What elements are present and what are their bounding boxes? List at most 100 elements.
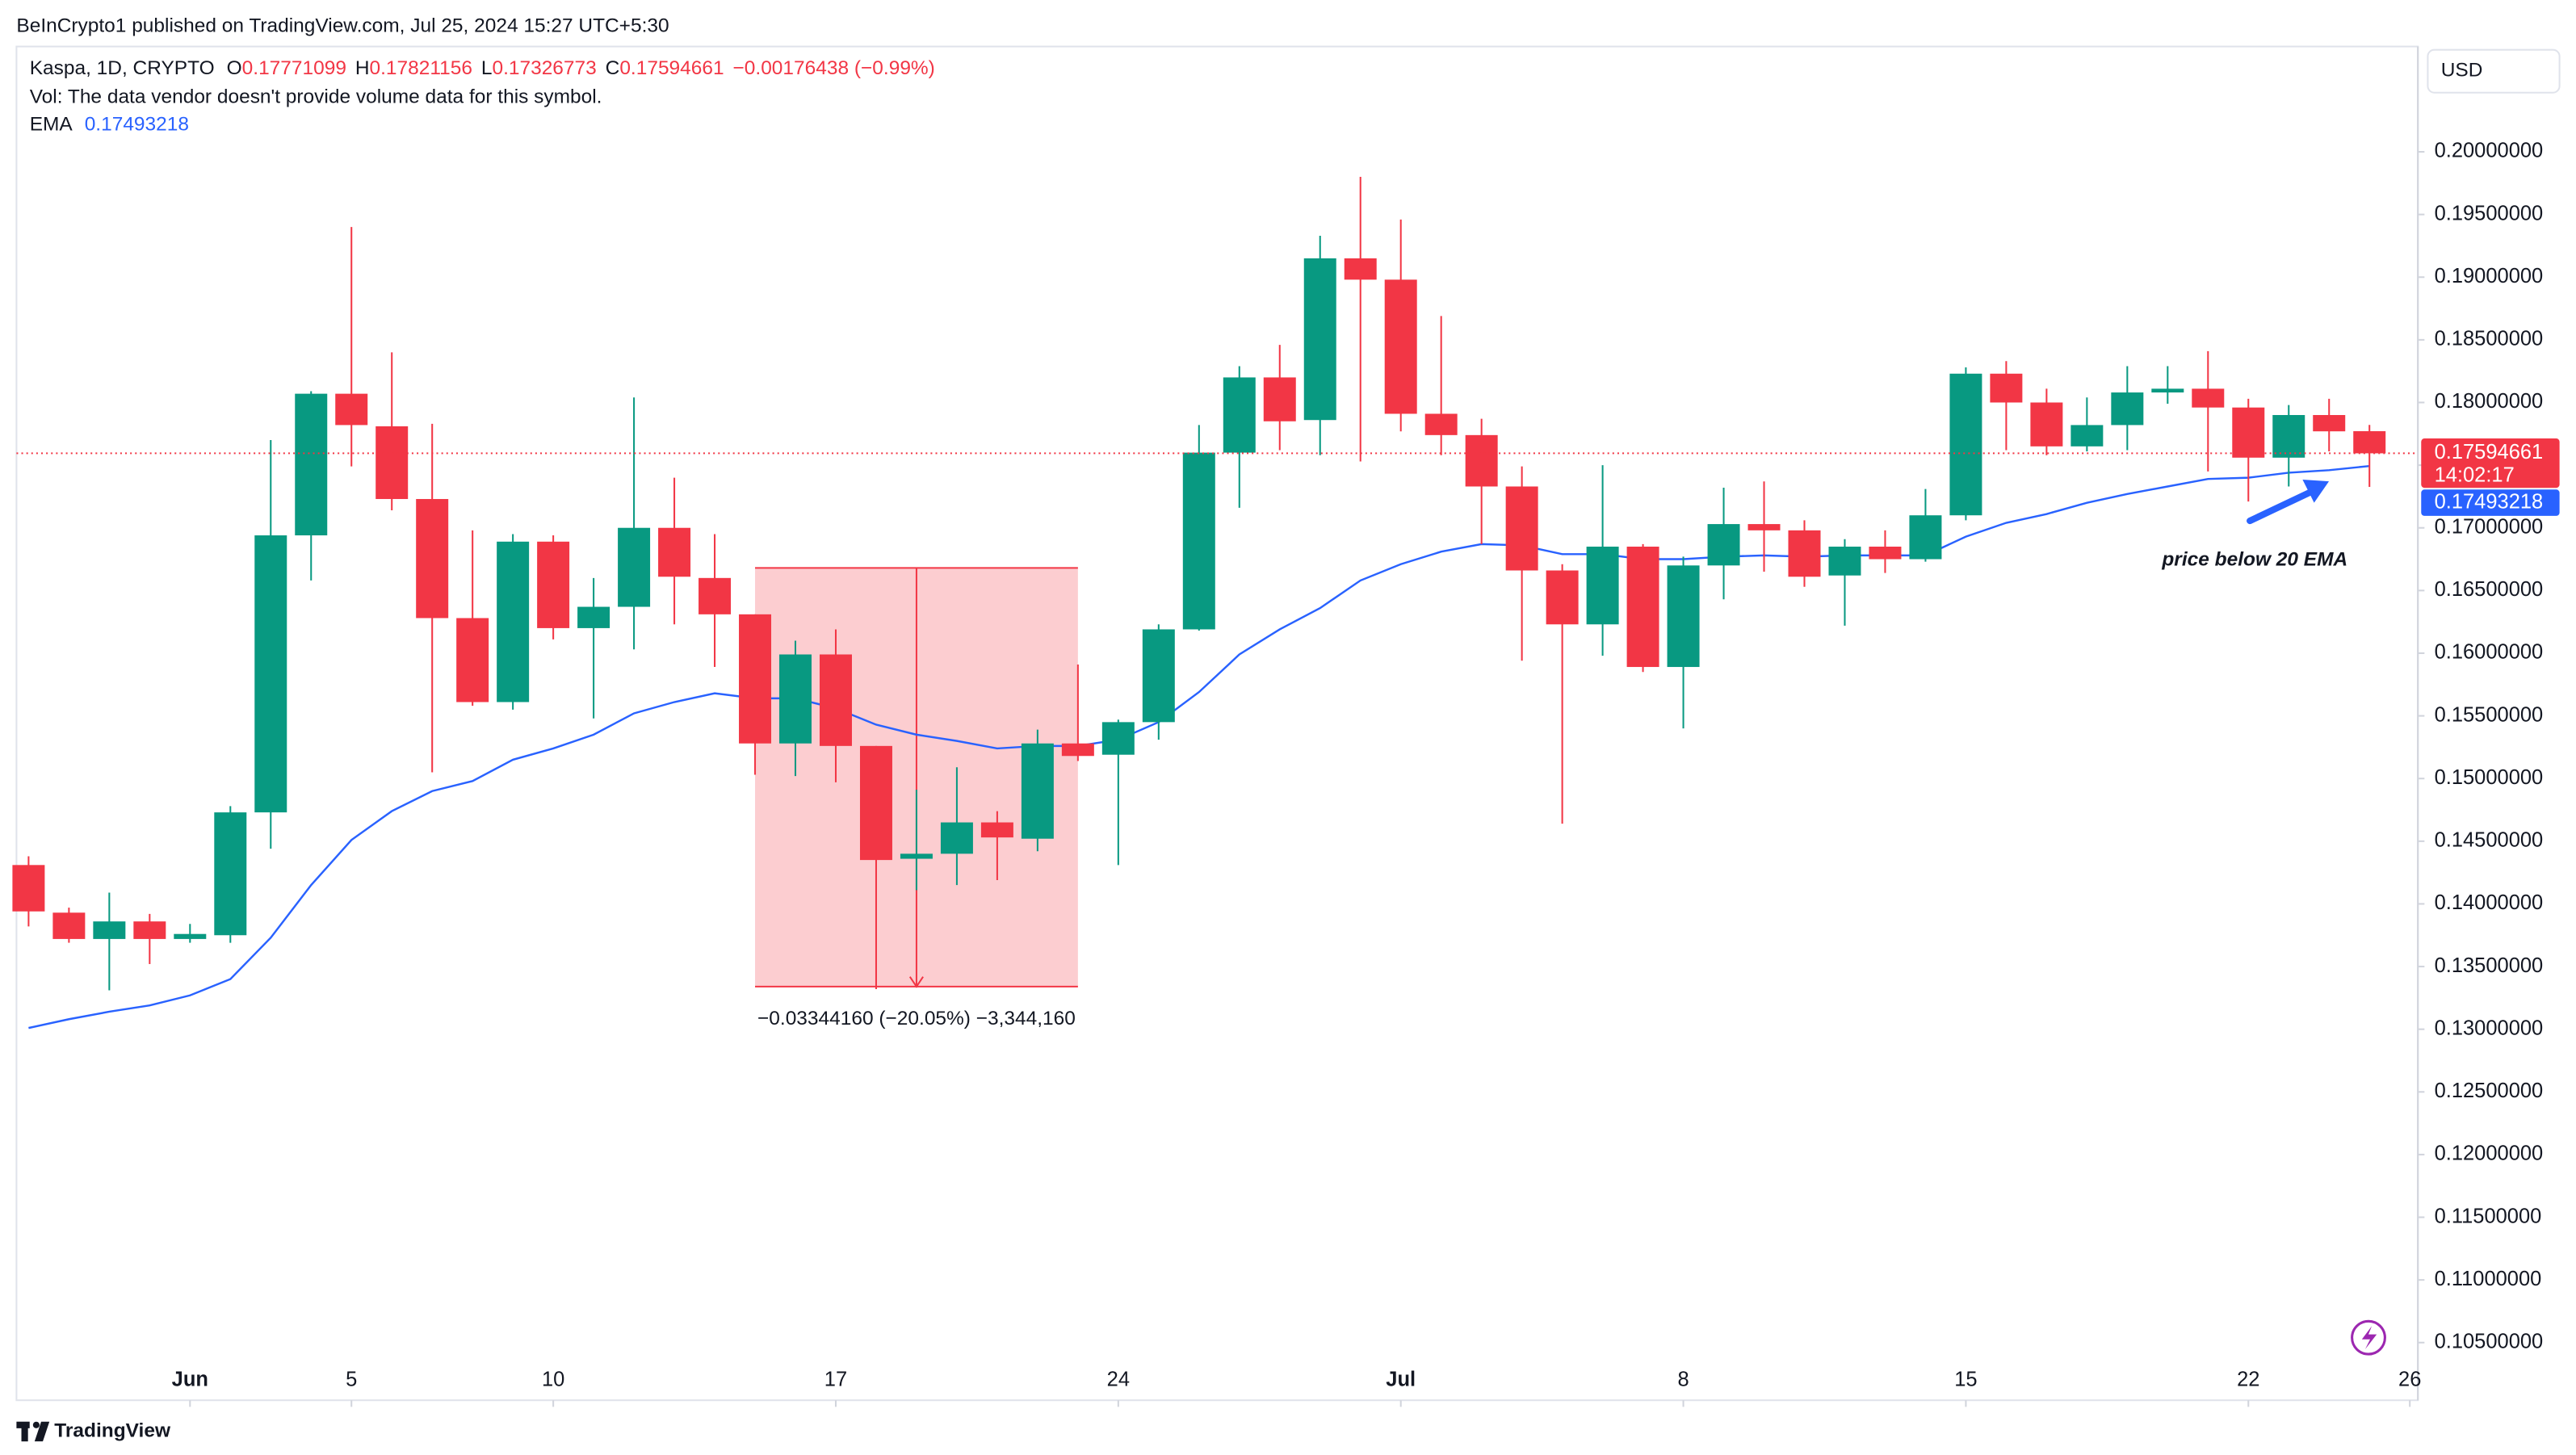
- candle-body: [1626, 547, 1659, 668]
- c-value: 0.17594661: [619, 58, 724, 80]
- candle-body: [1384, 279, 1417, 414]
- publish-info: BeInCrypto1 published on TradingView.com…: [16, 15, 669, 37]
- ema-price-label: 0.17493218: [2435, 490, 2544, 513]
- y-tick-label: 0.17000000: [2435, 515, 2544, 538]
- y-tick-label: 0.11500000: [2435, 1205, 2542, 1227]
- candle-body: [1788, 530, 1821, 577]
- ema-name: EMA: [30, 114, 73, 136]
- alert-icon[interactable]: [2351, 1319, 2386, 1356]
- candle-body: [2111, 392, 2144, 426]
- candle-body: [1061, 743, 1094, 757]
- candle-body: [739, 614, 772, 744]
- candle-body: [1344, 258, 1377, 280]
- candle-body: [618, 527, 651, 607]
- candle-body: [537, 541, 570, 628]
- candle-body: [2070, 425, 2104, 447]
- candle-body: [497, 541, 530, 702]
- annotation: price below 20 EMA: [2161, 548, 2347, 570]
- candle-body: [2030, 402, 2063, 447]
- l-label: L: [481, 58, 493, 80]
- candle-body: [2272, 415, 2305, 458]
- candle-body: [980, 822, 1013, 838]
- h-value: 0.17821156: [370, 58, 472, 80]
- x-tick-label: 26: [2398, 1368, 2421, 1390]
- y-tick-label: 0.18500000: [2435, 328, 2544, 350]
- candle-body: [174, 933, 207, 939]
- candle-body: [1465, 434, 1498, 487]
- candle-body: [93, 921, 126, 939]
- h-label: H: [355, 58, 370, 80]
- ema-line: [28, 464, 2370, 1029]
- candle-body: [295, 393, 328, 536]
- candle-body: [1747, 524, 1781, 530]
- last-price-label: 0.17594661: [2435, 441, 2544, 463]
- candle-body: [12, 865, 45, 912]
- x-tick-label: Jun: [172, 1368, 208, 1390]
- o-label: O: [227, 58, 242, 80]
- candle-body: [1505, 486, 1538, 571]
- candle-body: [416, 499, 449, 618]
- candle-body: [2151, 388, 2184, 393]
- candle-body: [335, 393, 368, 426]
- candle-body: [577, 606, 610, 628]
- candle-body: [456, 618, 489, 702]
- annotation-arrow: [2247, 488, 2316, 525]
- candle-body: [1021, 743, 1054, 839]
- y-tick-label: 0.12500000: [2435, 1080, 2544, 1102]
- candle-body: [1828, 547, 1861, 576]
- tradingview-logo: [16, 1421, 50, 1442]
- candle-body: [1869, 547, 1902, 560]
- y-tick-label: 0.13500000: [2435, 954, 2544, 977]
- ema-price-tag: [2421, 489, 2560, 516]
- l-value: 0.17326773: [492, 58, 596, 80]
- logo-part: [21, 1426, 28, 1442]
- measure-label: −0.03344160 (−20.05%) −3,344,160: [757, 1008, 1076, 1029]
- candle-body: [1424, 413, 1458, 435]
- x-tick-label: 10: [542, 1368, 564, 1390]
- ema-legend: EMA 0.17493218: [30, 114, 189, 136]
- currency[interactable]: USD: [2441, 60, 2483, 82]
- candle-body: [2353, 431, 2386, 454]
- candle-body: [1546, 570, 1579, 625]
- candle-body: [699, 577, 732, 614]
- candle-body: [2313, 415, 2346, 432]
- annotation-arrowhead: [2302, 480, 2330, 503]
- candle-body: [859, 745, 892, 861]
- candle-body: [133, 921, 166, 939]
- logo-part: [34, 1421, 50, 1442]
- candle-body: [214, 812, 247, 936]
- x-tick-label: 8: [1677, 1368, 1689, 1390]
- symbol: Kaspa, 1D, CRYPTO: [30, 58, 215, 80]
- x-tick-label: 5: [346, 1368, 357, 1390]
- volume-note: Vol: The data vendor doesn't provide vol…: [30, 86, 602, 107]
- y-tick-label: 0.16000000: [2435, 641, 2544, 664]
- currency-box[interactable]: [2427, 48, 2561, 94]
- candle-body: [1303, 258, 1336, 421]
- candle-body: [1707, 524, 1740, 566]
- candle-body: [254, 535, 287, 813]
- candle-body: [1949, 373, 1982, 516]
- candle-body: [1263, 377, 1296, 421]
- y-tick-label: 0.19000000: [2435, 265, 2544, 287]
- y-tick-label: 0.14500000: [2435, 829, 2544, 852]
- y-tick-label: 0.15000000: [2435, 766, 2544, 789]
- x-tick-label: 15: [1954, 1368, 1977, 1390]
- candle-body: [1223, 377, 1256, 453]
- candle-body: [1586, 547, 1619, 625]
- candle-body: [2192, 388, 2225, 408]
- candle-body: [52, 912, 86, 939]
- candle-body: [1182, 452, 1215, 630]
- candle-body: [658, 527, 691, 577]
- logo-part: [16, 1421, 30, 1428]
- candle-body: [1909, 515, 1942, 560]
- y-tick-label: 0.11000000: [2435, 1268, 2542, 1290]
- alert-icon-bolt: [2361, 1326, 2377, 1349]
- x-tick-label: 22: [2237, 1368, 2259, 1390]
- candle-body: [779, 654, 812, 744]
- candle-body: [1990, 373, 2023, 403]
- countdown-label: 14:02:17: [2435, 464, 2515, 487]
- measure-arrowhead: [908, 976, 924, 988]
- y-tick-label: 0.10500000: [2435, 1331, 2544, 1353]
- candle-body: [819, 654, 852, 746]
